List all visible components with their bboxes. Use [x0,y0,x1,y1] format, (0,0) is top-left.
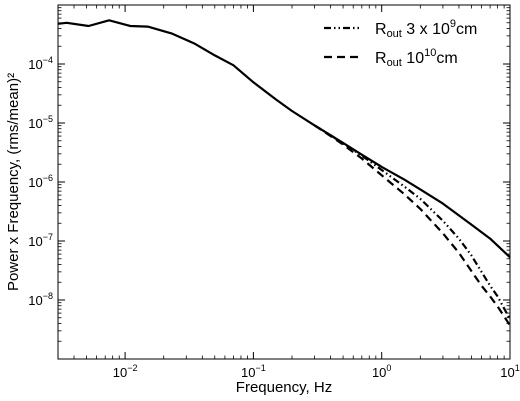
tick-labels: 10−2 10−1 100 101 10−8 10−7 10−6 10−5 10−4 [28,55,519,380]
x-tick-label: 101 [500,363,519,380]
y-tick-label: 10−8 [28,291,53,308]
series-line-dashdotdot [314,124,511,320]
x-tick-label: 10−1 [241,363,266,380]
y-axis-label: Power x Frequency, (rms/mean)² [5,73,22,291]
legend-label-dashdotdot: Rout 3 x 109cm [375,18,477,40]
x-tick-label: 100 [372,363,391,380]
y-tick-label: 10−6 [28,173,53,190]
plot-area [57,4,511,360]
x-axis-label: Frequency, Hz [236,379,332,396]
legend: Rout 3 x 109cm Rout 1010cm [324,18,477,69]
x-tick-label: 10−2 [113,363,138,380]
legend-label-dashed: Rout 1010cm [375,47,458,69]
minor-ticks [58,5,510,359]
y-tick-label: 10−7 [28,232,53,249]
series-line-solid [57,19,511,259]
series-lines [57,19,511,327]
y-tick-label: 10−4 [28,55,53,72]
y-tick-label: 10−5 [28,114,53,131]
major-ticks [58,5,511,359]
